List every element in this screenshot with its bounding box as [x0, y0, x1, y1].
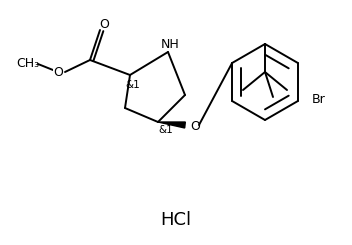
Text: Br: Br [312, 93, 326, 106]
Text: &1: &1 [126, 80, 140, 90]
Text: O: O [99, 17, 109, 30]
Text: O: O [190, 120, 200, 133]
Text: HCl: HCl [161, 211, 191, 229]
Text: O: O [53, 65, 63, 78]
Text: &1: &1 [159, 125, 174, 135]
Text: NH: NH [161, 37, 180, 50]
Polygon shape [158, 122, 186, 128]
Text: CH₃: CH₃ [17, 57, 39, 70]
